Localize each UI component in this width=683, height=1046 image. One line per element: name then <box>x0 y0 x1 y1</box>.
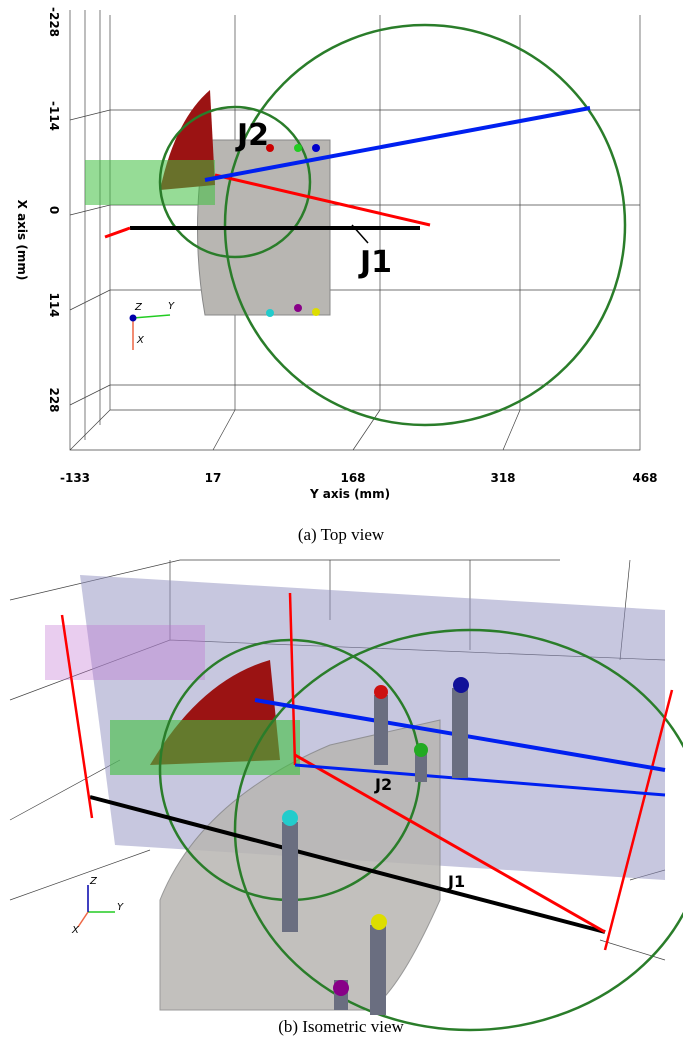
motor <box>85 160 215 205</box>
motor <box>45 625 205 680</box>
triad-label: Z <box>134 302 143 313</box>
annotation: J1 <box>447 872 465 891</box>
isometric-view: J2 J1 Z Y X (b) Isometric view <box>10 560 683 1036</box>
y-tick-label: -114 <box>47 101 61 131</box>
x-tick-label: 468 <box>632 471 657 485</box>
y-axis-title: X axis (mm) <box>15 200 29 281</box>
y-tick-label: 228 <box>47 387 61 412</box>
marker <box>333 980 349 996</box>
marker <box>453 677 469 693</box>
triad-label: X <box>71 925 80 936</box>
marker <box>371 914 387 930</box>
y-tick-label: 114 <box>47 292 61 317</box>
y-tick-label: 0 <box>47 206 61 214</box>
marker <box>266 309 274 317</box>
annotation: J1 <box>358 245 392 280</box>
caption: (b) Isometric view <box>278 1017 404 1036</box>
x-tick-label: -133 <box>60 471 90 485</box>
marker <box>312 144 320 152</box>
marker <box>282 810 298 826</box>
marker <box>414 743 428 757</box>
marker <box>294 304 302 312</box>
x-tick-label: 168 <box>340 471 365 485</box>
top-view: J2 J1 Z Y X -133 17 168 318 468 -228 -114 0 114 2… <box>15 7 658 544</box>
triad-label: X <box>136 335 145 346</box>
x-tick-label: 318 <box>490 471 515 485</box>
triad-label: Y <box>168 301 175 312</box>
motor <box>110 720 300 775</box>
annotation: J2 <box>374 775 392 794</box>
figure: J2 J1 Z Y X -133 17 168 318 468 -228 -114 0 114 2… <box>0 0 683 1046</box>
annotation: J2 <box>235 118 269 153</box>
marker <box>294 144 302 152</box>
x-tick-label: 17 <box>205 471 222 485</box>
marker <box>374 685 388 699</box>
y-tick-label: -228 <box>47 7 61 37</box>
x-axis-title: Y axis (mm) <box>309 487 390 501</box>
triad-label: Z <box>89 876 98 887</box>
link-red <box>105 228 130 237</box>
caption: (a) Top view <box>298 525 385 544</box>
triad-label: Y <box>117 902 124 913</box>
marker <box>312 308 320 316</box>
